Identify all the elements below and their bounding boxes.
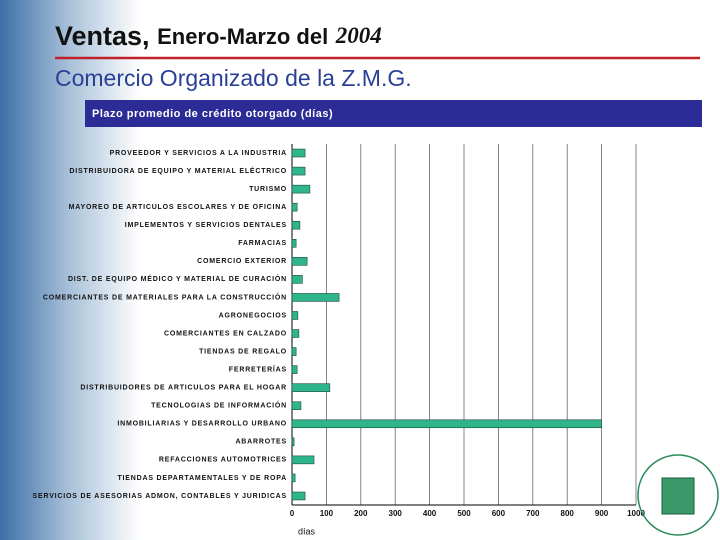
bar bbox=[291, 257, 308, 266]
bar bbox=[291, 419, 602, 429]
seal-ring bbox=[637, 454, 719, 536]
bar bbox=[291, 239, 297, 248]
bar bbox=[291, 166, 306, 176]
y-tick-label: FERRETERÍAS bbox=[229, 364, 287, 373]
bar bbox=[291, 473, 296, 483]
bar bbox=[291, 329, 300, 338]
y-tick-label: REFACCIONES AUTOMOTRICES bbox=[159, 457, 287, 464]
x-tick-label: 500 bbox=[457, 509, 471, 518]
y-tick-label: DIST. DE EQUIPO MÉDICO Y MATERIAL DE CUR… bbox=[68, 274, 287, 283]
y-tick-label: IMPLEMENTOS Y SERVICIOS DENTALES bbox=[125, 222, 287, 229]
y-tick-label: MAYOREO DE ARTICULOS ESCOLARES Y DE OFIC… bbox=[69, 204, 287, 211]
bar bbox=[291, 311, 299, 320]
subtitle: Comercio Organizado de la Z.M.G. bbox=[55, 65, 412, 91]
chart-header bbox=[85, 100, 702, 127]
y-tick-label: INMOBILIARIAS Y DESARROLLO URBANO bbox=[117, 421, 287, 428]
y-tick-label: TURISMO bbox=[249, 186, 287, 193]
bar bbox=[291, 455, 315, 465]
title-part: 2004 bbox=[335, 23, 382, 48]
bar bbox=[291, 220, 301, 230]
y-tick-label: COMERCIANTES EN CALZADO bbox=[164, 330, 287, 337]
bar bbox=[291, 437, 295, 447]
y-tick-label: DISTRIBUIDORA DE EQUIPO Y MATERIAL ELÉCT… bbox=[69, 166, 287, 175]
slide-title: Ventas, Enero-Marzo del 2004 bbox=[55, 21, 382, 51]
bar bbox=[291, 148, 306, 158]
y-tick-label: AGRONEGOCIOS bbox=[219, 312, 287, 319]
x-tick-label: 300 bbox=[389, 509, 403, 518]
bar bbox=[291, 365, 298, 374]
bar bbox=[291, 383, 331, 392]
x-tick-label: 800 bbox=[561, 509, 575, 518]
seal-shield bbox=[661, 477, 695, 515]
chart-title: Plazo promedio de crédito otorgado (días… bbox=[92, 108, 333, 120]
y-tick-label: COMERCIO EXTERIOR bbox=[197, 258, 287, 265]
bar bbox=[291, 491, 306, 501]
y-tick-label: FARMACIAS bbox=[238, 240, 287, 247]
x-tick-label: 200 bbox=[354, 509, 368, 518]
y-tick-label: COMERCIANTES DE MATERIALES PARA LA CONST… bbox=[43, 292, 287, 301]
y-tick-label: SERVICIOS DE ASESORIAS ADMON, CONTABLES … bbox=[33, 493, 287, 500]
x-tick-label: 700 bbox=[526, 509, 540, 518]
bar bbox=[291, 275, 303, 284]
side-band bbox=[0, 0, 140, 540]
bar bbox=[291, 184, 311, 194]
x-tick-label: 900 bbox=[595, 509, 609, 518]
y-tick-label: DISTRIBUIDORES DE ARTICULOS PARA EL HOGA… bbox=[80, 385, 287, 392]
title-part: Enero-Marzo del bbox=[157, 24, 328, 49]
bar bbox=[291, 202, 298, 212]
bar bbox=[291, 347, 297, 356]
seal bbox=[637, 454, 719, 536]
x-tick-label: 400 bbox=[423, 509, 437, 518]
title-part: Ventas, bbox=[55, 21, 150, 51]
bar bbox=[291, 293, 340, 302]
x-axis-label: días bbox=[298, 526, 316, 536]
x-tick-label: 1000 bbox=[627, 509, 645, 518]
x-tick-label: 100 bbox=[320, 509, 334, 518]
x-tick-label: 600 bbox=[492, 509, 506, 518]
bar bbox=[291, 401, 302, 410]
y-tick-label: PROVEEDOR Y SERVICIOS A LA INDUSTRIA bbox=[110, 150, 287, 157]
y-tick-label: TIENDAS DE REGALO bbox=[199, 348, 287, 355]
chart: 0 100 200 300 400 500 600 700 800 900 1000 días PROV… bbox=[33, 144, 645, 536]
x-tick-label: 0 bbox=[290, 509, 295, 518]
y-tick-label: ABARROTES bbox=[235, 439, 287, 446]
y-tick-label: TIENDAS DEPARTAMENTALES Y DE ROPA bbox=[117, 475, 287, 482]
y-tick-label: TECNOLOGIAS DE INFORMACIÓN bbox=[151, 401, 287, 410]
